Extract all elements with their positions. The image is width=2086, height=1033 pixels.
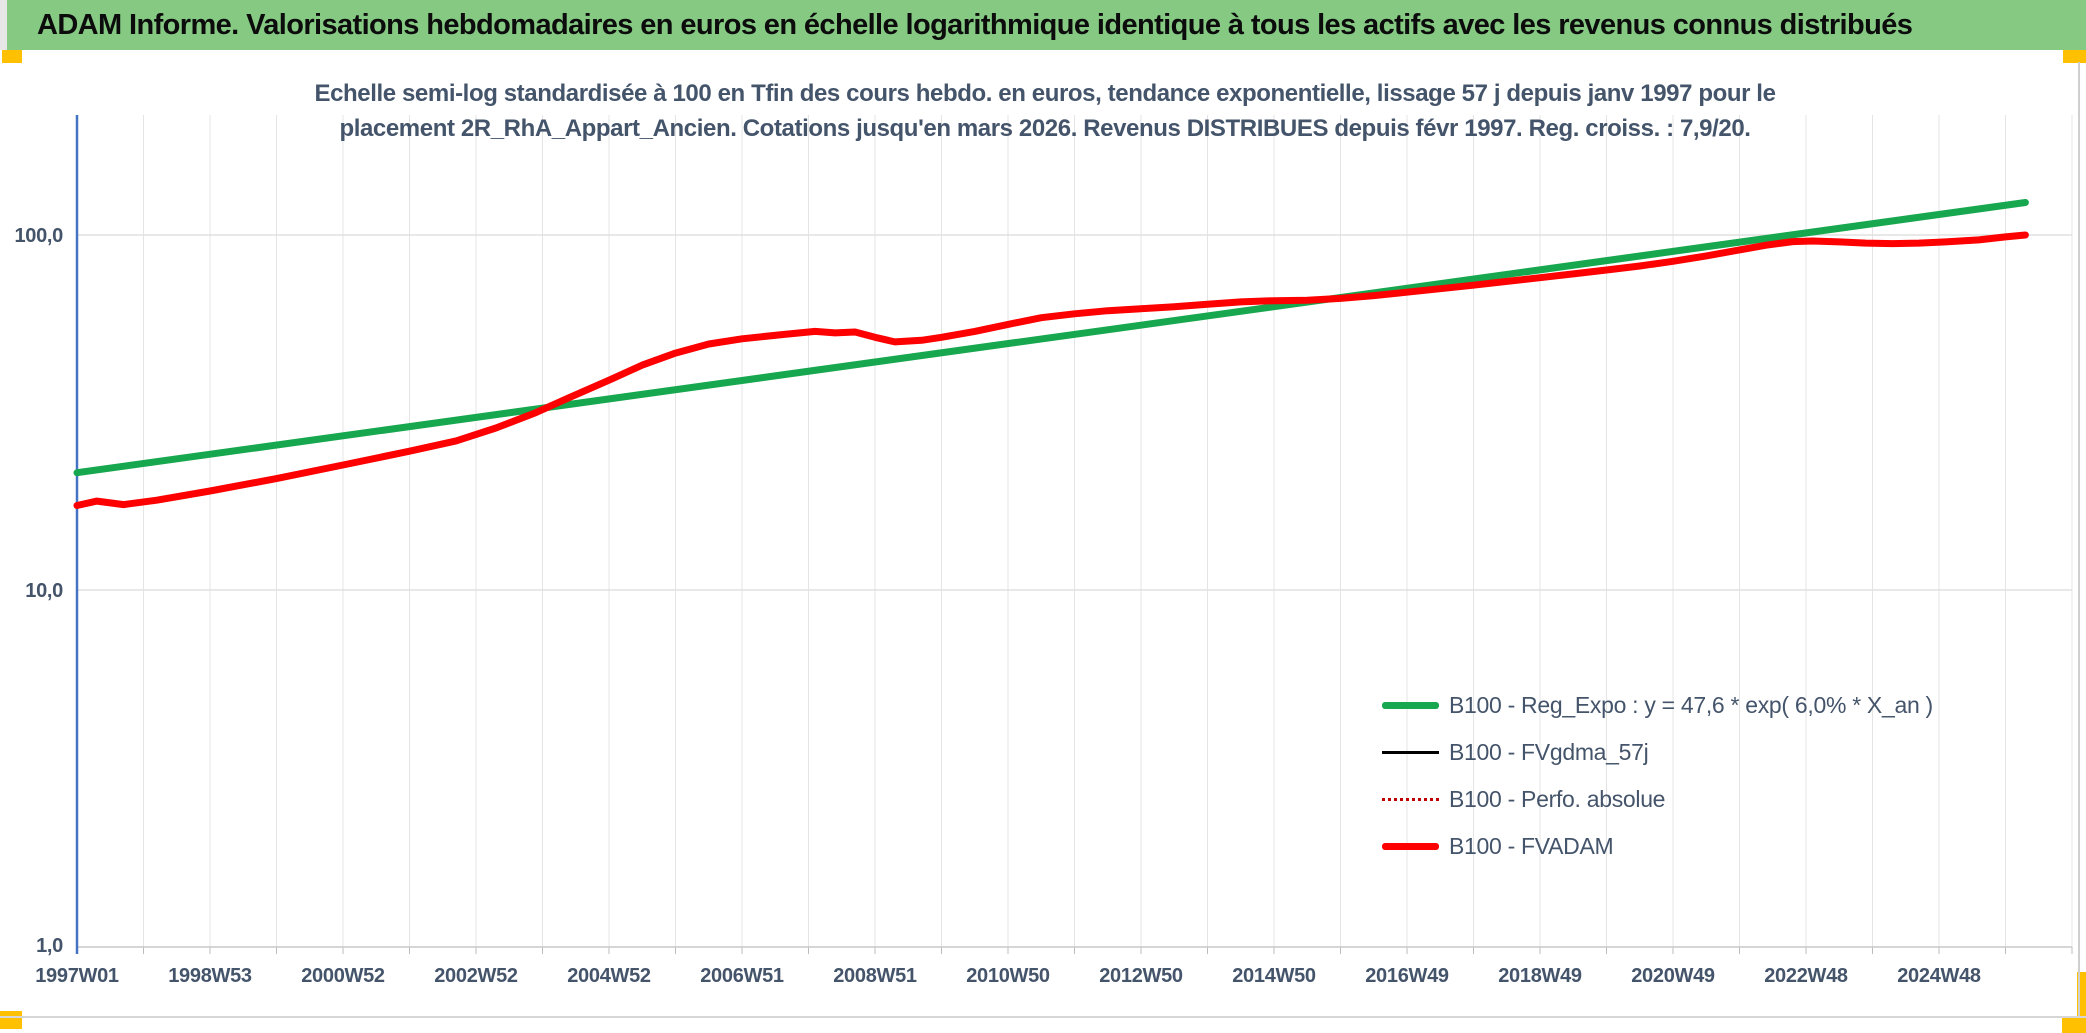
chart-subtitle-line-1: Echelle semi-log standardisée à 100 en T… bbox=[314, 80, 1776, 107]
legend-item[interactable]: B100 - Perfo. absolue bbox=[1382, 776, 1933, 823]
x-tick-label: 1998W53 bbox=[168, 965, 252, 987]
chart-subtitle: Echelle semi-log standardisée à 100 en T… bbox=[230, 76, 1860, 146]
x-tick-label: 2016W49 bbox=[1365, 965, 1449, 987]
x-tick-label: 2006W51 bbox=[700, 965, 784, 987]
x-tick-label: 2008W51 bbox=[833, 965, 917, 987]
legend-line-swatch bbox=[1382, 751, 1439, 754]
x-tick-label: 2024W48 bbox=[1897, 965, 1981, 987]
yellow-marker-right-strip bbox=[2077, 972, 2086, 1018]
x-tick-label: 2022W48 bbox=[1764, 965, 1848, 987]
yellow-marker-top-left bbox=[2, 50, 22, 63]
sheet-left-margin bbox=[0, 0, 7, 50]
x-tick-label: 2000W52 bbox=[301, 965, 385, 987]
y-tick-label: 10,0 bbox=[25, 580, 63, 602]
y-tick-label: 100,0 bbox=[14, 225, 63, 247]
x-tick-label: 2004W52 bbox=[567, 965, 651, 987]
x-tick-label: 1997W01 bbox=[35, 965, 119, 987]
legend-item[interactable]: B100 - FVADAM bbox=[1382, 823, 1933, 870]
legend-line-swatch bbox=[1382, 843, 1439, 850]
yellow-marker-bottom-left bbox=[0, 1011, 22, 1029]
legend-item-label: B100 - Reg_Expo : y = 47,6 * exp( 6,0% *… bbox=[1449, 692, 1933, 718]
yellow-marker-top-right bbox=[2063, 50, 2086, 63]
legend-item-label: B100 - FVADAM bbox=[1449, 833, 1614, 859]
x-tick-label: 2020W49 bbox=[1631, 965, 1715, 987]
legend-item[interactable]: B100 - FVgdma_57j bbox=[1382, 729, 1933, 776]
x-tick-label: 2012W50 bbox=[1099, 965, 1183, 987]
series-line-b100-fvadam bbox=[73, 231, 2029, 509]
legend-item[interactable]: B100 - Reg_Expo : y = 47,6 * exp( 6,0% *… bbox=[1382, 682, 1933, 729]
series-line-b100-fvgdma-57j bbox=[76, 234, 2027, 507]
legend-item-label: B100 - FVgdma_57j bbox=[1449, 739, 1649, 765]
chart-legend: B100 - Reg_Expo : y = 47,6 * exp( 6,0% *… bbox=[1382, 682, 1933, 870]
legend-item-label: B100 - Perfo. absolue bbox=[1449, 786, 1666, 812]
header-banner: ADAM Informe. Valorisations hebdomadaire… bbox=[7, 0, 2086, 50]
x-tick-label: 2002W52 bbox=[434, 965, 518, 987]
chart-subtitle-line-2: placement 2R_RhA_Appart_Ancien. Cotation… bbox=[339, 115, 1751, 142]
legend-line-swatch bbox=[1382, 702, 1439, 709]
series-line-b100-reg-expo bbox=[73, 199, 2029, 477]
y-tick-label: 1,0 bbox=[36, 935, 63, 957]
page-title: ADAM Informe. Valorisations hebdomadaire… bbox=[37, 9, 1913, 41]
x-tick-label: 2010W50 bbox=[966, 965, 1050, 987]
panel-border-right bbox=[2078, 62, 2080, 1017]
legend-line-swatch bbox=[1382, 798, 1439, 801]
x-tick-label: 2014W50 bbox=[1232, 965, 1316, 987]
yellow-marker-bottom-right bbox=[2062, 1018, 2086, 1033]
x-tick-label: 2018W49 bbox=[1498, 965, 1582, 987]
series-line-b100-perfo-absolue bbox=[76, 234, 2027, 507]
panel-border-bottom bbox=[0, 1016, 2086, 1018]
